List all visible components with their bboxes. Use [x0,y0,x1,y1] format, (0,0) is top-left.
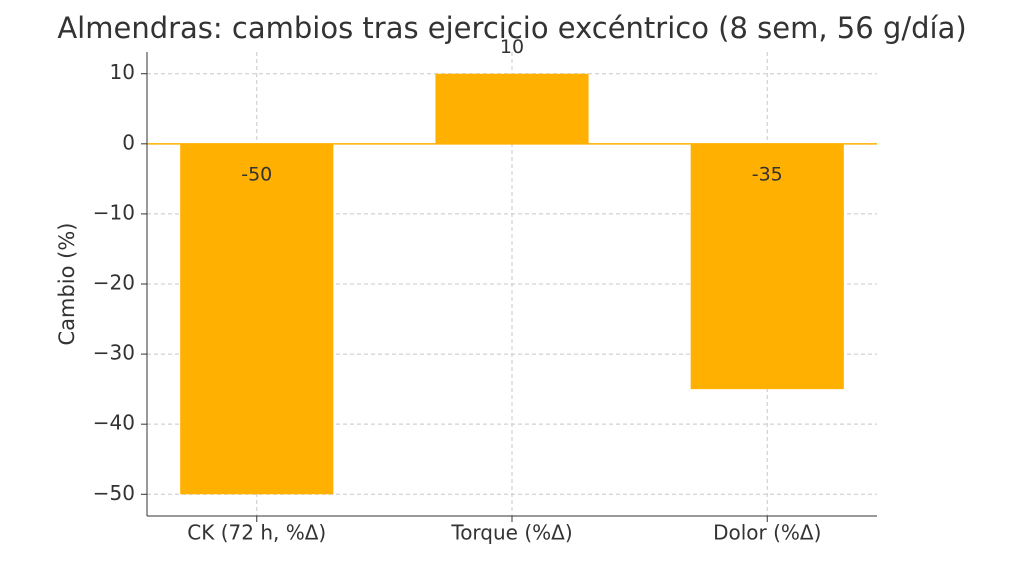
y-tick-label: −50 [93,481,135,505]
bar [690,143,844,390]
chart-title: Almendras: cambios tras ejercicio excént… [57,11,966,45]
x-tick-label: Torque (%Δ) [450,521,572,545]
y-tick-label: −30 [93,341,135,365]
y-axis-label: Cambio (%) [55,222,79,345]
bar [435,73,589,144]
bar [180,143,334,495]
y-tick-label: −10 [93,200,135,224]
y-tick-label: 10 [110,60,135,84]
x-tick-label: Dolor (%Δ) [713,521,821,545]
y-tick-label: 0 [122,130,135,154]
x-tick-label: CK (72 h, %Δ) [187,521,326,545]
data-label: -35 [752,163,783,185]
data-label: 10 [500,36,524,58]
y-tick-label: −40 [93,411,135,435]
data-label: -50 [241,163,272,185]
y-tick-label: −20 [93,271,135,295]
